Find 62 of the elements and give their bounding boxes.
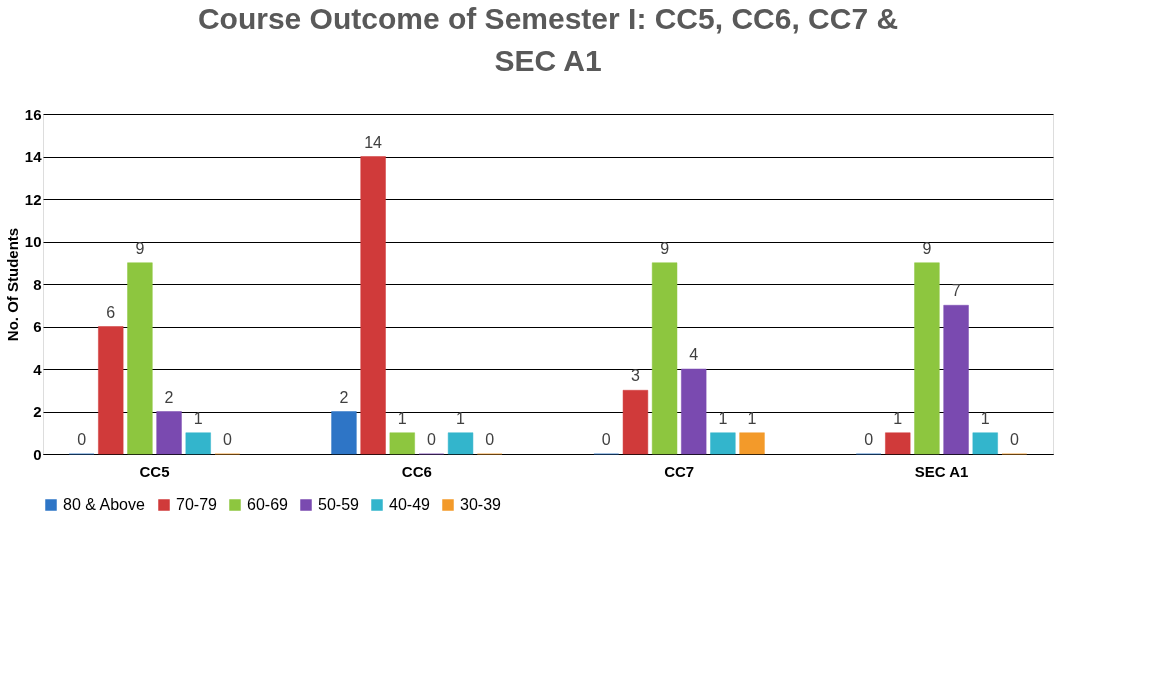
data-label: 0 <box>601 431 611 448</box>
bar <box>156 411 182 455</box>
y-axis-title: No. Of Students <box>3 227 21 342</box>
data-label: 9 <box>922 239 932 257</box>
data-label: 9 <box>135 239 145 257</box>
y-tick-label: 6 <box>33 318 42 335</box>
bar <box>681 368 707 455</box>
bar <box>331 411 357 455</box>
x-tick-label: SEC A1 <box>914 462 969 480</box>
y-tick-label: 14 <box>24 148 43 165</box>
legend-label: 40-49 <box>389 496 431 513</box>
data-label: 4 <box>689 346 699 363</box>
legend-label: 80 & Above <box>63 496 145 513</box>
data-label: 2 <box>339 388 349 406</box>
y-tick-label: 0 <box>33 445 42 463</box>
y-tick-label: 12 <box>24 190 42 208</box>
data-label: 0 <box>864 431 874 448</box>
bar <box>389 432 415 455</box>
data-label: 1 <box>718 409 728 427</box>
y-tick-label: 10 <box>24 233 42 250</box>
bar <box>127 262 153 455</box>
y-tick-label: 16 <box>24 105 42 123</box>
bar <box>885 432 911 455</box>
data-label: 0 <box>1009 431 1019 448</box>
x-tick-label: CC6 <box>401 462 432 480</box>
bar <box>972 432 998 455</box>
bar <box>739 432 765 455</box>
data-label: 1 <box>397 409 407 427</box>
bar <box>360 156 386 455</box>
data-label: 1 <box>747 409 757 427</box>
bar <box>914 262 940 455</box>
y-tick-label: 8 <box>33 275 42 293</box>
bar <box>98 326 124 455</box>
y-tick-label: 2 <box>33 403 42 420</box>
data-label: 2 <box>164 388 174 406</box>
chart-title: Course Outcome of Semester I: CC5, CC6, CC7 & SEC A1 <box>197 2 899 77</box>
x-tick-label: CC7 <box>664 462 695 480</box>
bar <box>622 390 649 455</box>
legend-label: 50-59 <box>318 496 360 513</box>
bar <box>943 305 969 455</box>
data-label: 1 <box>193 409 203 427</box>
data-label: 0 <box>485 431 495 448</box>
bar <box>710 432 736 455</box>
data-label: 6 <box>106 303 116 321</box>
data-label: 14 <box>364 133 383 151</box>
data-label: 3 <box>630 367 640 385</box>
data-label: 1 <box>893 409 903 427</box>
bar <box>651 262 678 455</box>
data-label: 1 <box>980 409 990 427</box>
data-label: 9 <box>660 239 670 257</box>
data-label: 0 <box>426 431 436 448</box>
legend-label: 70-79 <box>176 496 218 513</box>
data-label: 0 <box>222 431 232 448</box>
y-tick-label: 4 <box>33 360 43 378</box>
legend-label: 60-69 <box>247 496 289 513</box>
data-label: 0 <box>77 431 87 448</box>
x-tick-label: CC5 <box>139 462 170 480</box>
bar <box>447 432 474 455</box>
data-label: 7 <box>951 282 961 300</box>
bar <box>185 432 211 455</box>
data-label: 1 <box>456 409 466 427</box>
legend-label: 30-39 <box>460 496 502 513</box>
